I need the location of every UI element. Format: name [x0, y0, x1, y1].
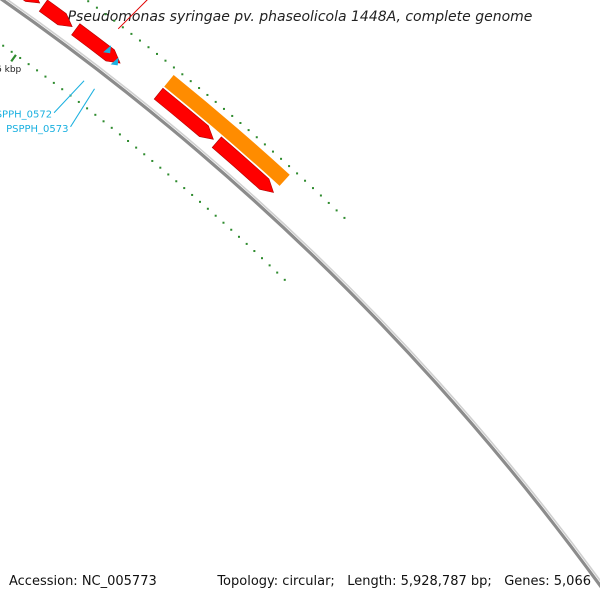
cds-arrow [22, 0, 41, 4]
minor-tick [280, 157, 283, 160]
minor-tick [19, 56, 22, 59]
tick-label: 676 kbp [0, 65, 22, 75]
minor-tick [199, 200, 202, 203]
minor-tick [95, 6, 98, 9]
minor-tick [27, 63, 30, 66]
minor-tick [288, 165, 291, 168]
minor-tick [214, 214, 217, 217]
minor-tick [151, 159, 154, 162]
cds-track [22, 0, 274, 193]
minor-tick [113, 19, 116, 22]
minor-tick [183, 187, 186, 190]
label-leader-line [70, 88, 95, 128]
minor-tick [77, 100, 80, 103]
gene-labels: mutLmiaAhfqPSPPH_0566hflKhflChisZpurAPSP… [0, 0, 148, 135]
minor-tick [110, 126, 113, 129]
minor-tick [147, 46, 150, 49]
minor-tick [61, 88, 64, 91]
label-leader-line [53, 80, 85, 114]
topology-text: Topology: circular; [217, 574, 335, 589]
minor-tick [343, 216, 346, 219]
minor-tick [127, 139, 130, 142]
minor-tick [206, 93, 209, 96]
genes-count-text: Genes: 5,066 [504, 574, 591, 589]
minor-tick [86, 107, 89, 110]
minor-tick [164, 59, 167, 62]
minor-tick [222, 221, 225, 224]
minor-tick [247, 129, 250, 132]
minor-tick [237, 235, 240, 238]
minor-tick [253, 250, 256, 253]
major-tick [10, 54, 17, 63]
label-leader-line [117, 0, 148, 30]
minor-tick [191, 193, 194, 196]
gene-label: PSPPH_0573 [6, 124, 68, 135]
minor-tick [335, 209, 338, 212]
minor-tick [44, 75, 47, 78]
gene-label: PSPPH_0572 [0, 110, 52, 121]
minor-tick [214, 100, 217, 103]
map-title: Pseudomonas syringae pv. phaseolicola 14… [67, 9, 533, 25]
minor-tick [172, 66, 175, 69]
minor-tick [198, 87, 201, 90]
minor-tick [121, 26, 124, 29]
minor-tick [118, 133, 121, 136]
tick-marks [2, 0, 346, 281]
minor-tick [206, 207, 209, 210]
cds-arrow [153, 87, 214, 140]
minor-tick [222, 107, 225, 110]
genome-stats: Topology: circular; Length: 5,928,787 bp… [217, 574, 591, 589]
minor-tick [52, 81, 55, 84]
minor-tick [135, 146, 138, 149]
minor-tick [189, 80, 192, 83]
minor-tick [36, 69, 39, 72]
minor-tick [268, 264, 271, 267]
minor-tick [311, 187, 314, 190]
accession-text: Accession: NC_005773 [9, 574, 157, 589]
minor-tick [263, 143, 266, 146]
minor-tick [10, 50, 13, 53]
minor-tick [231, 114, 234, 117]
minor-tick [155, 52, 158, 55]
small-gene-marker [110, 57, 119, 66]
small-gene-marker [103, 45, 112, 54]
minor-tick [319, 194, 322, 197]
gene-bar [164, 74, 290, 186]
minor-tick [175, 180, 178, 183]
minor-tick [167, 173, 170, 176]
minor-tick [276, 271, 279, 274]
length-text: Length: 5,928,787 bp; [347, 574, 492, 589]
cds-arrow [71, 23, 121, 64]
minor-tick [245, 242, 248, 245]
minor-tick [130, 32, 133, 35]
minor-tick [102, 120, 105, 123]
gene-track [103, 45, 290, 186]
tick-labels: 662 kbp664 kbp666 kbp668 kbp670 kbp672 k… [0, 65, 22, 75]
cds-arrow [211, 136, 274, 193]
minor-tick [296, 172, 299, 175]
minor-tick [304, 179, 307, 182]
minor-tick [239, 122, 242, 125]
minor-tick [143, 153, 146, 156]
cds-arrow [38, 0, 73, 28]
minor-tick [271, 150, 274, 153]
minor-tick [261, 257, 264, 260]
minor-tick [104, 13, 107, 16]
minor-tick [283, 278, 286, 281]
minor-tick [87, 0, 90, 3]
minor-tick [327, 201, 330, 204]
minor-tick [159, 166, 162, 169]
minor-tick [230, 228, 233, 231]
minor-tick [138, 39, 141, 42]
minor-tick [255, 136, 258, 139]
minor-tick [181, 73, 184, 76]
minor-tick [94, 113, 97, 116]
minor-tick [2, 44, 5, 47]
